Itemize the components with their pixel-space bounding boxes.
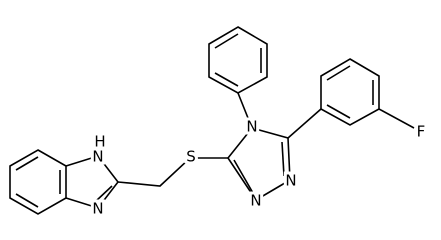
atom-labels: H N N S N N N F: [89, 115, 428, 221]
double-bond: [95, 185, 113, 202]
linker: [117, 157, 228, 187]
double-bond: [281, 141, 285, 177]
atom-label: N: [246, 118, 257, 136]
atom-label: N: [92, 200, 103, 218]
atom-label: N: [285, 172, 296, 190]
atom-label: N: [92, 148, 103, 166]
double-bond: [326, 65, 351, 81]
atom-label: H: [94, 133, 105, 151]
atom-label: N: [250, 192, 261, 210]
bonds: [9, 26, 415, 215]
atom-label: S: [186, 148, 196, 166]
phenyl-ring: [208, 26, 268, 94]
fluorophenyl-ring: [320, 58, 380, 126]
molecule: H N N S N N N F: [9, 26, 428, 221]
double-bond: [326, 104, 351, 119]
double-bond: [233, 159, 254, 194]
triazole-ring: [227, 127, 291, 202]
atom-label: F: [417, 123, 426, 141]
bond: [378, 108, 415, 129]
bond: [287, 108, 322, 139]
benzene-ring: [9, 149, 67, 215]
double-bond: [214, 72, 239, 87]
double-bond: [15, 193, 39, 208]
double-bond: [15, 156, 39, 171]
double-bond: [214, 33, 239, 49]
bond: [237, 92, 253, 129]
